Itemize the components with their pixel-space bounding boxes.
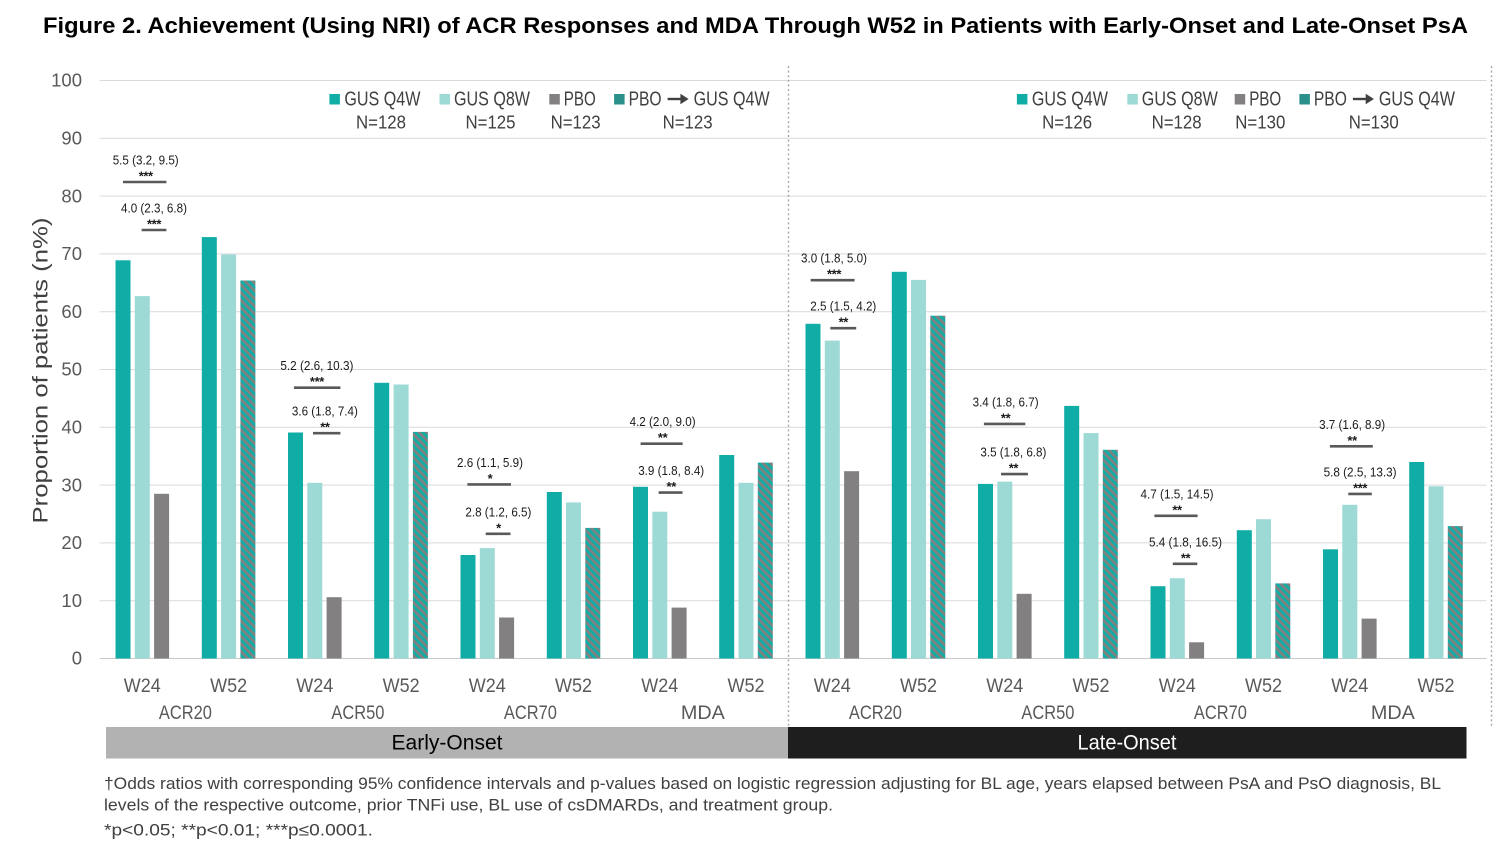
- svg-text:GUS Q8W: GUS Q8W: [454, 89, 530, 111]
- svg-text:90: 90: [61, 128, 82, 149]
- svg-text:2.8 (1.2, 6.5): 2.8 (1.2, 6.5): [465, 504, 531, 519]
- svg-text:Early-Onset: Early-Onset: [392, 732, 503, 755]
- svg-text:3.6 (1.8, 7.4): 3.6 (1.8, 7.4): [292, 404, 358, 419]
- svg-text:N=123: N=123: [551, 112, 601, 133]
- svg-text:W52: W52: [728, 675, 765, 697]
- svg-text:ACR50: ACR50: [1021, 702, 1074, 724]
- svg-text:3.5 (1.8, 6.8): 3.5 (1.8, 6.8): [980, 445, 1046, 460]
- svg-text:Proportion of patients (n%): Proportion of patients (n%): [30, 218, 53, 524]
- svg-text:2.6 (1.1, 5.9): 2.6 (1.1, 5.9): [457, 455, 523, 470]
- svg-text:W24: W24: [1331, 675, 1368, 697]
- svg-text:N=130: N=130: [1349, 112, 1399, 133]
- svg-text:60: 60: [61, 301, 82, 322]
- svg-text:PBO: PBO: [1314, 89, 1347, 111]
- svg-text:ACR20: ACR20: [159, 702, 212, 724]
- svg-text:W24: W24: [1159, 675, 1196, 697]
- svg-text:W52: W52: [1418, 675, 1455, 697]
- svg-text:GUS Q8W: GUS Q8W: [1142, 89, 1218, 111]
- svg-text:N=126: N=126: [1042, 112, 1092, 133]
- svg-text:N=125: N=125: [466, 112, 516, 133]
- svg-text:**: **: [1172, 502, 1183, 517]
- svg-text:*: *: [488, 471, 494, 486]
- svg-text:N=128: N=128: [1152, 112, 1202, 133]
- svg-text:3.9 (1.8, 8.4): 3.9 (1.8, 8.4): [638, 463, 704, 478]
- svg-text:5.8 (2.5, 13.3): 5.8 (2.5, 13.3): [1324, 464, 1397, 479]
- svg-text:W52: W52: [383, 675, 420, 697]
- svg-text:**: **: [1181, 550, 1192, 565]
- svg-text:3.4 (1.8, 6.7): 3.4 (1.8, 6.7): [973, 394, 1039, 409]
- svg-text:W52: W52: [555, 675, 592, 697]
- svg-text:*: *: [496, 520, 502, 535]
- svg-text:**: **: [1001, 410, 1012, 425]
- svg-text:ACR70: ACR70: [1194, 702, 1247, 724]
- svg-text:0: 0: [72, 648, 82, 669]
- svg-text:10: 10: [61, 590, 82, 611]
- svg-text:W24: W24: [124, 675, 161, 697]
- svg-text:40: 40: [61, 417, 82, 438]
- svg-text:*p<0.05; **p<0.01; ***p≤0.0001: *p<0.05; **p<0.01; ***p≤0.0001.: [104, 822, 373, 840]
- svg-text:30: 30: [61, 474, 82, 495]
- svg-text:3.7 (1.6, 8.9): 3.7 (1.6, 8.9): [1319, 417, 1385, 432]
- svg-text:3.0 (1.8, 5.0): 3.0 (1.8, 5.0): [801, 251, 867, 266]
- svg-text:5.4 (1.8, 16.5): 5.4 (1.8, 16.5): [1149, 534, 1222, 549]
- svg-text:W24: W24: [814, 675, 851, 697]
- svg-text:20: 20: [61, 532, 82, 553]
- svg-text:ACR50: ACR50: [331, 702, 384, 724]
- svg-text:levels of the respective outco: levels of the respective outcome, prior …: [104, 797, 833, 815]
- svg-text:ACR70: ACR70: [504, 702, 557, 724]
- svg-text:W52: W52: [900, 675, 937, 697]
- svg-text:W24: W24: [641, 675, 678, 697]
- svg-text:N=128: N=128: [356, 112, 406, 133]
- svg-text:GUS Q4W: GUS Q4W: [694, 89, 770, 111]
- svg-text:80: 80: [61, 185, 82, 206]
- svg-text:4.2 (2.0, 9.0): 4.2 (2.0, 9.0): [630, 414, 696, 429]
- svg-text:**: **: [658, 430, 669, 445]
- svg-text:W52: W52: [1073, 675, 1110, 697]
- svg-text:4.7 (1.5, 14.5): 4.7 (1.5, 14.5): [1141, 486, 1214, 501]
- svg-text:W24: W24: [296, 675, 333, 697]
- svg-text:***: ***: [310, 374, 325, 389]
- svg-text:4.0 (2.3, 6.8): 4.0 (2.3, 6.8): [121, 201, 187, 216]
- svg-text:ACR20: ACR20: [849, 702, 902, 724]
- svg-text:PBO: PBO: [1249, 89, 1281, 111]
- svg-text:50: 50: [61, 359, 82, 380]
- svg-text:GUS Q4W: GUS Q4W: [344, 89, 420, 111]
- svg-text:***: ***: [827, 267, 842, 282]
- svg-text:**: **: [320, 420, 331, 435]
- svg-text:Late-Onset: Late-Onset: [1078, 732, 1177, 755]
- svg-text:2.5 (1.5, 4.2): 2.5 (1.5, 4.2): [810, 299, 876, 314]
- svg-text:100: 100: [51, 70, 82, 91]
- svg-text:PBO: PBO: [629, 89, 662, 111]
- svg-text:W52: W52: [1245, 675, 1282, 697]
- svg-text:5.2 (2.6, 10.3): 5.2 (2.6, 10.3): [280, 358, 353, 373]
- svg-text:GUS Q4W: GUS Q4W: [1379, 89, 1455, 111]
- svg-text:**: **: [839, 315, 850, 330]
- svg-text:W52: W52: [210, 675, 247, 697]
- svg-text:W24: W24: [986, 675, 1023, 697]
- svg-text:N=130: N=130: [1235, 112, 1285, 133]
- svg-text:MDA: MDA: [1371, 702, 1415, 724]
- svg-text:70: 70: [61, 243, 82, 264]
- svg-text:PBO: PBO: [564, 89, 596, 111]
- svg-text:5.5 (3.2, 9.5): 5.5 (3.2, 9.5): [113, 153, 179, 168]
- svg-text:MDA: MDA: [681, 702, 725, 724]
- svg-text:N=123: N=123: [663, 112, 713, 133]
- svg-text:***: ***: [147, 217, 162, 232]
- svg-text:Figure 2. Achievement (Using N: Figure 2. Achievement (Using NRI) of ACR…: [43, 13, 1468, 38]
- svg-text:GUS Q4W: GUS Q4W: [1032, 89, 1108, 111]
- svg-text:**: **: [1347, 433, 1358, 448]
- svg-text:W24: W24: [469, 675, 506, 697]
- svg-text:**: **: [667, 479, 678, 494]
- svg-text:***: ***: [139, 169, 154, 184]
- svg-text:†Odds ratios with correspondin: †Odds ratios with corresponding 95% conf…: [104, 775, 1441, 793]
- svg-text:**: **: [1009, 461, 1020, 476]
- svg-text:***: ***: [1353, 480, 1368, 495]
